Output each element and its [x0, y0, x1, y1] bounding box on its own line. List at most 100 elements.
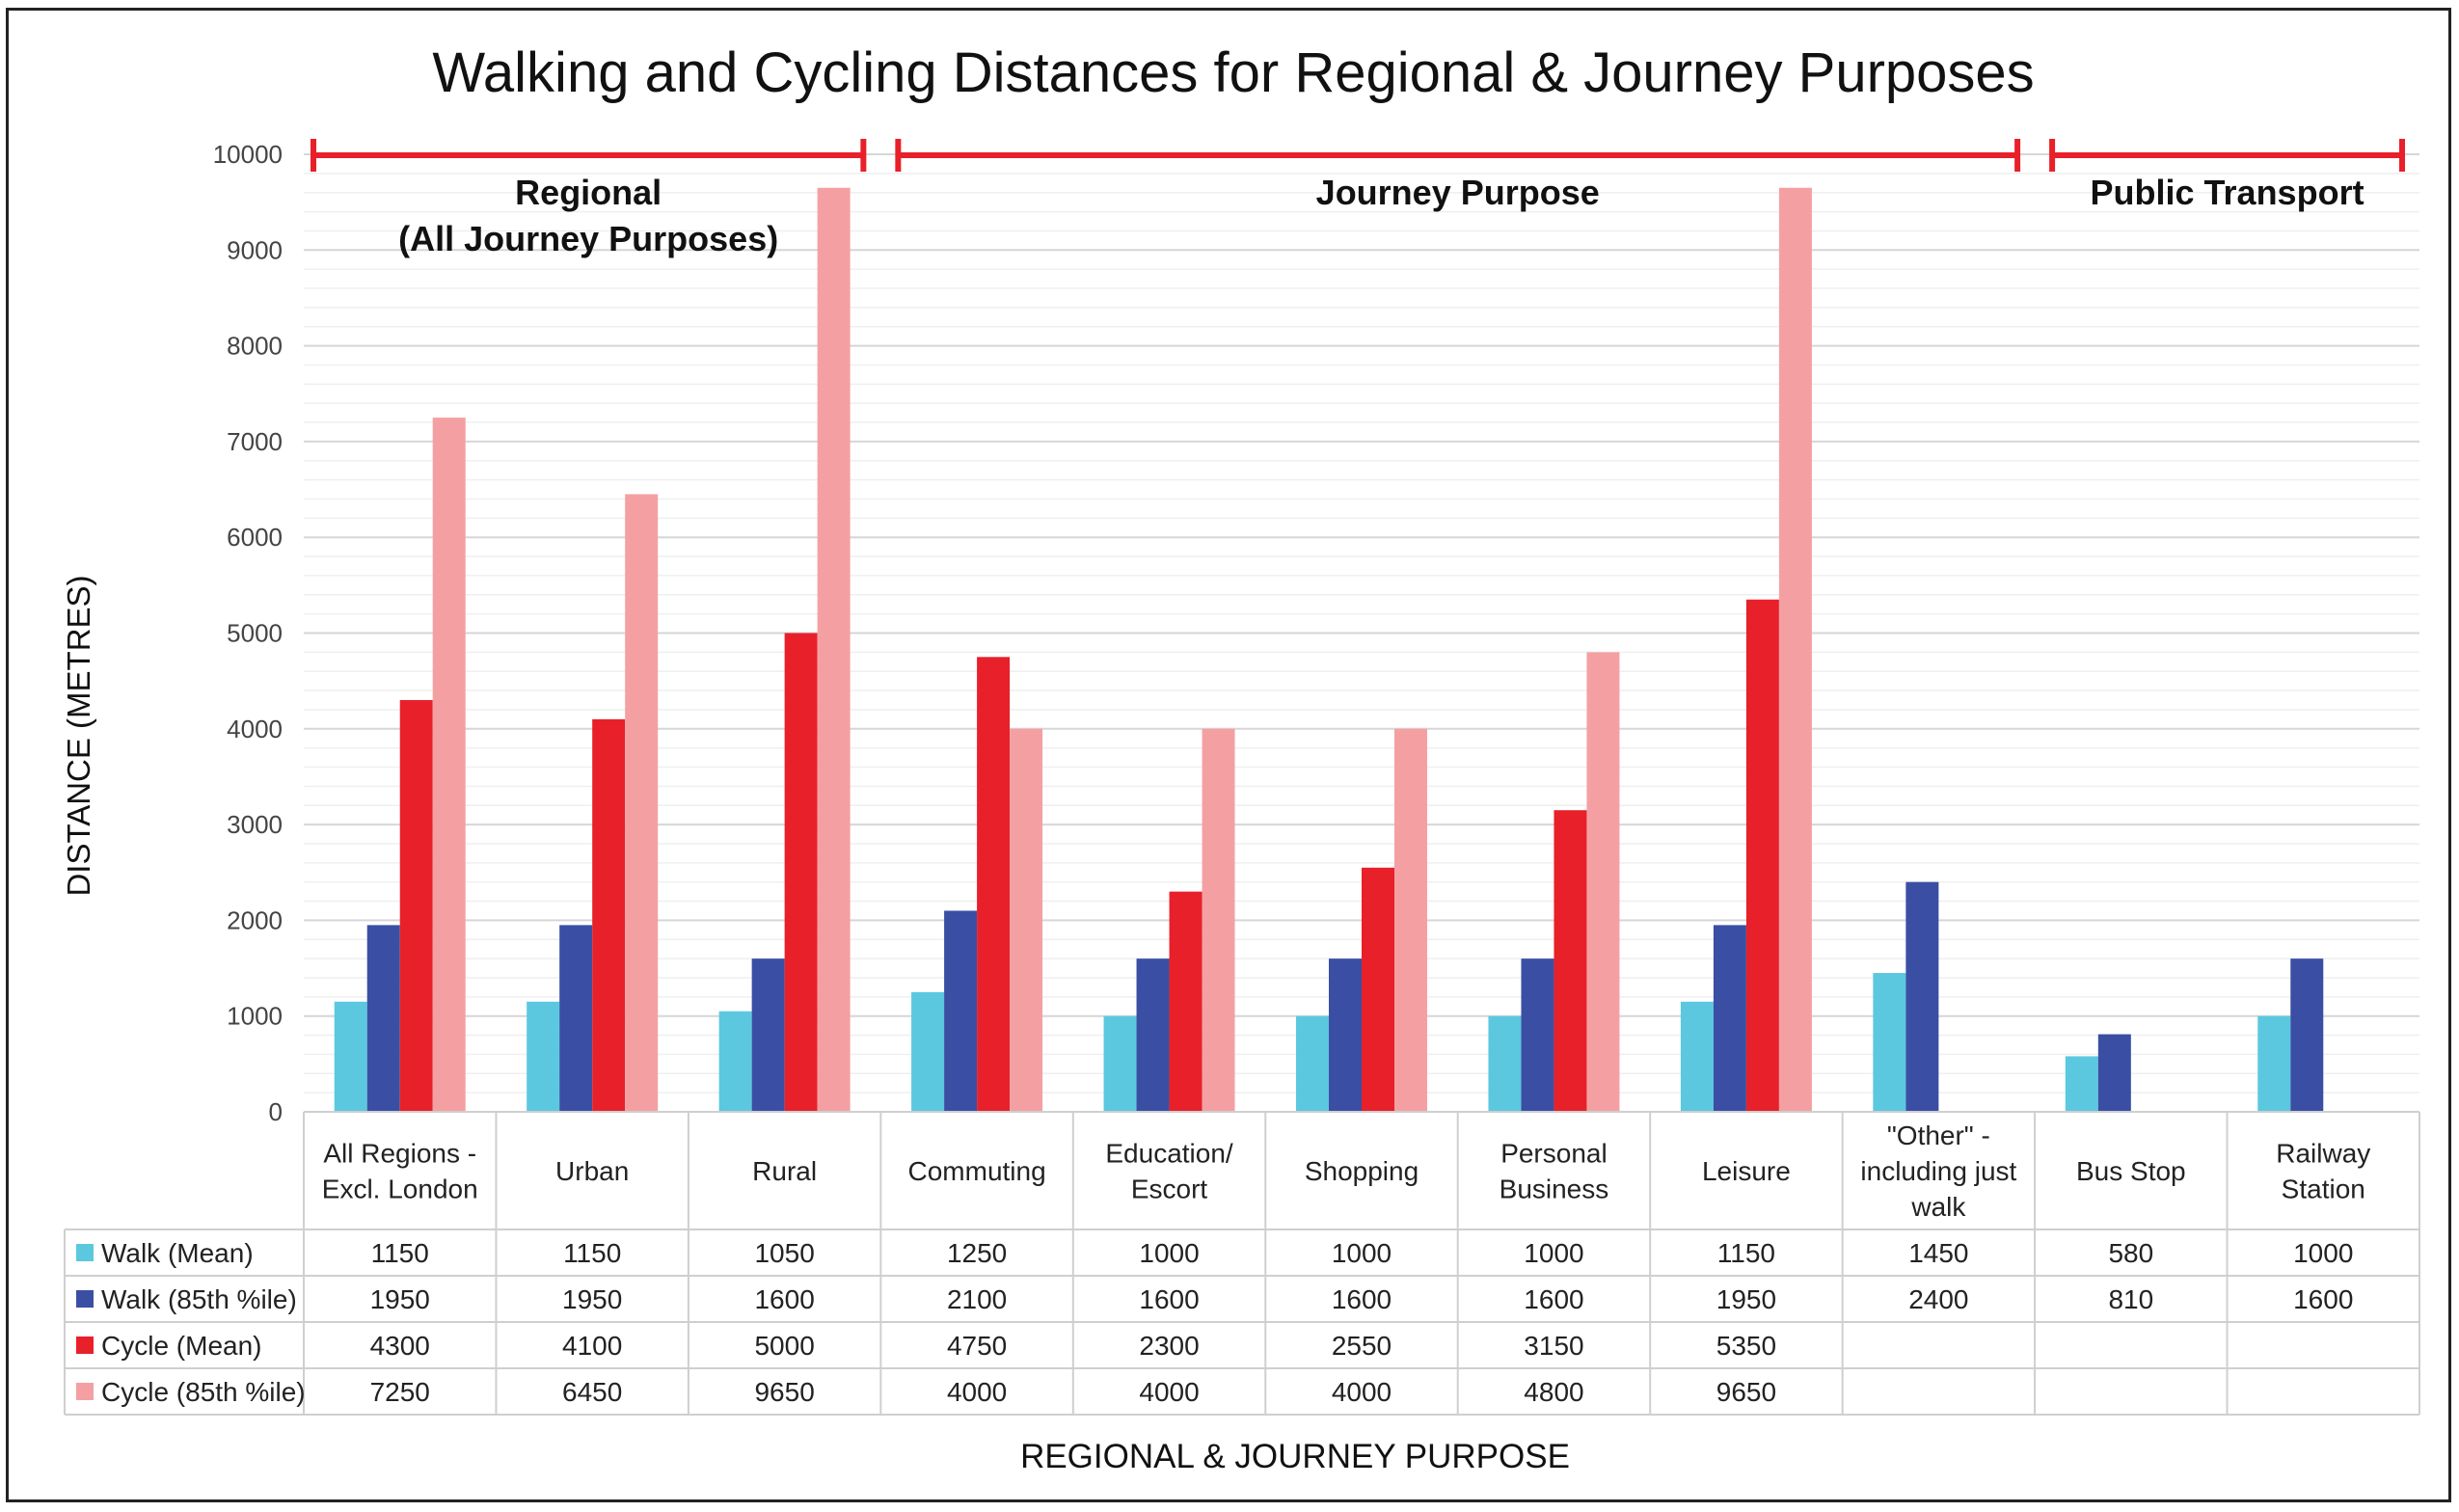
bar-2-6	[1329, 958, 1362, 1112]
category-label: Leisure	[1702, 1156, 1791, 1186]
y-tick-label: 8000	[227, 332, 283, 361]
bar-4-6	[1394, 728, 1427, 1112]
legend-swatch	[76, 1383, 94, 1400]
bar-3-4	[977, 657, 1011, 1112]
bar-3-8	[1745, 599, 1779, 1112]
legend-swatch	[76, 1290, 94, 1308]
y-tick-label: 3000	[227, 810, 283, 839]
legend-label: Walk (Mean)	[101, 1238, 254, 1268]
data-table-value: 1600	[754, 1284, 814, 1314]
data-table-value: 1600	[1139, 1284, 1199, 1314]
y-axis-label: DISTANCE (METRES)	[61, 575, 96, 896]
data-table-value: 580	[2108, 1238, 2153, 1268]
category-label: Excl. London	[322, 1174, 478, 1204]
data-table-value: 1150	[371, 1238, 429, 1268]
category-label: Business	[1500, 1174, 1609, 1204]
data-table-value: 1150	[563, 1238, 621, 1268]
data-table-value: 2300	[1139, 1331, 1199, 1361]
x-axis-label: REGIONAL & JOURNEY PURPOSE	[1020, 1438, 1570, 1475]
data-table-value: 1600	[2293, 1284, 2353, 1314]
bar-1-6	[1296, 1015, 1329, 1112]
chart-frame: 0 1000 2000 3000 4000 5000 6000 7000 8000 9000 100…	[6, 8, 2451, 1502]
data-table-value: 4750	[947, 1331, 1007, 1361]
category-label: All Regions -	[323, 1139, 476, 1169]
data-table-value: 7250	[370, 1377, 430, 1407]
data-table-value: 1950	[370, 1284, 430, 1314]
data-table-value: 3150	[1524, 1331, 1583, 1361]
data-table-value: 1950	[562, 1284, 622, 1314]
bar-2-8	[1713, 925, 1746, 1112]
y-tick-label: 4000	[227, 715, 283, 743]
bar-3-3	[784, 633, 818, 1112]
data-table-value: 4300	[370, 1331, 430, 1361]
bracket-label: (All Journey Purposes)	[398, 219, 778, 258]
bracket-label: Journey Purpose	[1316, 173, 1600, 212]
bar-1-10	[2065, 1056, 2098, 1112]
y-tick-label: 7000	[227, 427, 283, 456]
category-label: Personal	[1500, 1139, 1608, 1169]
data-table-value: 6450	[562, 1377, 622, 1407]
data-table-value: 1050	[754, 1238, 814, 1268]
bar-4-5	[1202, 728, 1235, 1112]
data-table-value: 1150	[1717, 1238, 1775, 1268]
bar-1-11	[2257, 1015, 2291, 1112]
bar-1-9	[1873, 973, 1906, 1112]
data-table-value: 1600	[1524, 1284, 1583, 1314]
bar-1-5	[1103, 1015, 1137, 1112]
legend-swatch	[76, 1244, 94, 1261]
bar-2-4	[944, 910, 978, 1112]
legend-label: Walk (85th %ile)	[101, 1284, 297, 1314]
bar-4-8	[1778, 187, 1812, 1112]
bar-4-2	[625, 494, 659, 1112]
data-table-value: 2400	[1908, 1284, 1968, 1314]
y-tick-label: 1000	[227, 1002, 283, 1031]
data-table-value: 4100	[562, 1331, 622, 1361]
bar-2-11	[2290, 958, 2324, 1112]
data-table-value: 1450	[1908, 1238, 1968, 1268]
category-label: Railway	[2276, 1139, 2370, 1169]
legend-swatch	[76, 1336, 94, 1354]
data-table-value: 5000	[754, 1331, 814, 1361]
bar-chart: 0 1000 2000 3000 4000 5000 6000 7000 8000 9000 100…	[61, 41, 2420, 1475]
bar-4-7	[1586, 652, 1620, 1112]
category-label: Education/	[1105, 1139, 1233, 1169]
bar-3-1	[399, 700, 433, 1112]
category-label: Rural	[752, 1156, 817, 1186]
category-label: Escort	[1131, 1174, 1208, 1204]
data-table-value: 4000	[947, 1377, 1007, 1407]
data-table-value: 9650	[754, 1377, 814, 1407]
bar-4-3	[817, 187, 851, 1112]
bar-2-9	[1905, 881, 1939, 1112]
data-table-value: 9650	[1716, 1377, 1776, 1407]
legend-label: Cycle (Mean)	[101, 1331, 261, 1361]
bar-1-8	[1680, 1001, 1714, 1112]
bar-2-7	[1521, 958, 1554, 1112]
data-table-value: 2100	[947, 1284, 1007, 1314]
y-tick-label: 0	[269, 1097, 283, 1126]
category-label: "Other" -	[1887, 1120, 1990, 1150]
data-table-value: 4800	[1524, 1377, 1583, 1407]
category-label: Bus Stop	[2076, 1156, 2186, 1186]
category-label: Commuting	[908, 1156, 1046, 1186]
data-table-value: 810	[2108, 1284, 2153, 1314]
bar-2-10	[2097, 1034, 2131, 1112]
y-tick-label: 10000	[213, 140, 283, 169]
bar-1-7	[1488, 1015, 1522, 1112]
bracket-label: Public Transport	[2091, 173, 2364, 212]
bar-2-3	[751, 958, 785, 1112]
bracket-label: Regional	[515, 173, 662, 212]
data-table-value: 1950	[1716, 1284, 1776, 1314]
y-tick-label: 2000	[227, 905, 283, 934]
bar-2-2	[559, 925, 593, 1112]
data-table-value: 1000	[2293, 1238, 2353, 1268]
data-table-value: 4000	[1139, 1377, 1199, 1407]
category-label: including just	[1860, 1156, 2016, 1186]
data-table-value: 5350	[1716, 1331, 1776, 1361]
bar-1-1	[334, 1001, 367, 1112]
data-table-value: 1600	[1332, 1284, 1392, 1314]
bar-3-7	[1554, 810, 1587, 1112]
bar-2-1	[366, 925, 400, 1112]
chart-title: Walking and Cycling Distances for Region…	[432, 41, 2034, 104]
bar-4-4	[1010, 728, 1043, 1112]
legend-label: Cycle (85th %ile)	[101, 1377, 306, 1407]
